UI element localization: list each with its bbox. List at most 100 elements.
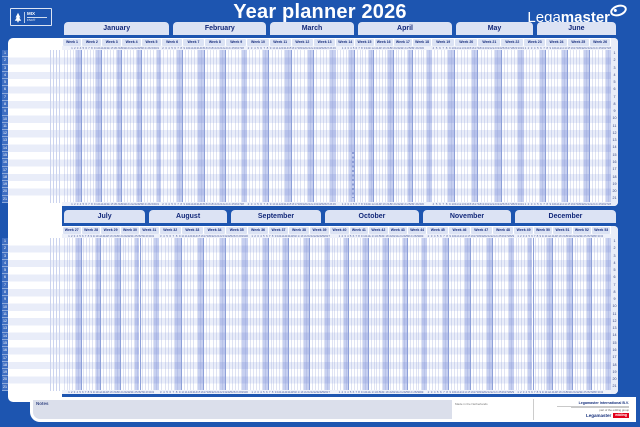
day-column	[186, 50, 190, 202]
day-column	[408, 238, 412, 390]
date-number: 13	[285, 234, 289, 238]
date-number: 26	[322, 202, 327, 206]
date-number: 22	[575, 234, 578, 238]
week-column	[393, 50, 414, 202]
month-tab-july: July	[64, 210, 146, 223]
week-column	[355, 50, 375, 202]
week-column	[246, 50, 270, 202]
date-number: 19	[121, 202, 125, 206]
date-number: 25	[500, 46, 505, 50]
date-number: 28	[591, 390, 595, 394]
date-number: 30	[597, 234, 601, 238]
date-number: 22	[312, 390, 315, 394]
day-column	[112, 238, 116, 390]
date-number: 10	[185, 202, 189, 206]
date-number: 13	[104, 202, 108, 206]
date-number: 16	[470, 390, 474, 394]
day-column	[64, 50, 68, 202]
date-number: 9	[274, 390, 277, 394]
date-number: 29	[415, 390, 419, 394]
date-number: 25	[134, 234, 138, 238]
day-column	[438, 50, 442, 202]
date-number: 11	[98, 202, 102, 206]
row-number: 4	[613, 260, 616, 265]
row-number: 9	[613, 297, 616, 302]
date-number: 27	[144, 46, 148, 50]
week-header: Week 8	[204, 38, 225, 46]
day-column	[511, 50, 515, 202]
week-column	[140, 238, 160, 390]
day-column	[159, 238, 163, 390]
row-number: 5	[2, 267, 8, 275]
date-number: 7	[442, 202, 445, 206]
date-number: 14	[376, 202, 380, 206]
date-number: 31	[151, 234, 154, 238]
row-number: 14	[2, 144, 8, 152]
day-column	[153, 50, 157, 202]
date-number: 12	[558, 202, 562, 206]
date-number: 13	[550, 390, 553, 394]
day-column	[578, 238, 582, 390]
date-number: 12	[371, 46, 375, 50]
day-column	[170, 50, 174, 202]
date-number: 8	[536, 390, 539, 394]
row-number: 11	[612, 311, 617, 316]
dates-strip: 2 3 4 5 6 7 8 9 10 11 12 13 14 15 16 17 18 19 20 21 22 23 24 25…	[426, 234, 514, 238]
date-number: 30	[597, 390, 601, 394]
date-number: 8	[266, 202, 269, 206]
date-number: 15	[379, 46, 383, 50]
date-number: 13	[194, 202, 198, 206]
day-column	[461, 50, 465, 202]
date-number: 22	[398, 202, 402, 206]
day-column	[314, 50, 318, 202]
day-column	[470, 238, 475, 390]
date-number: 16	[382, 46, 386, 50]
date-number: 11	[454, 234, 458, 238]
day-column	[272, 50, 276, 202]
day-column	[481, 50, 485, 202]
date-number: 6	[169, 234, 172, 238]
date-number: 14	[552, 234, 556, 238]
day-column	[544, 238, 548, 390]
date-number: 12	[98, 234, 101, 238]
date-number: 26	[407, 234, 411, 238]
date-number: 15	[379, 202, 383, 206]
date-number: 23	[401, 202, 405, 206]
date-number: 28	[415, 202, 419, 206]
day-column	[275, 50, 279, 202]
date-number: 9	[178, 390, 181, 394]
date-number: 26	[504, 46, 508, 50]
date-number: 27	[237, 202, 241, 206]
day-column	[213, 238, 217, 390]
date-number: 8	[360, 46, 363, 50]
date-number: 21	[309, 234, 313, 238]
date-number: 16	[294, 234, 298, 238]
date-number: 2	[70, 390, 73, 394]
date-number: 13	[100, 390, 104, 394]
date-number: 7	[443, 234, 445, 238]
date-number: 24	[131, 390, 135, 394]
day-column	[522, 238, 526, 390]
day-column	[464, 50, 469, 202]
date-number: 25	[320, 234, 324, 238]
weekend-day-column	[116, 50, 120, 202]
week-header: Week 34	[203, 226, 226, 234]
date-number: 9	[269, 202, 272, 206]
day-column	[107, 50, 111, 202]
date-number: 23	[399, 390, 403, 394]
date-number: 9	[539, 390, 542, 394]
week-header-row: Week 36 Week 37 Week 38 Week 39	[248, 226, 330, 234]
dates-strip: 4 5 6 7 8 9 10 11 12 13 14 15 16 17 18 19 20 21 22 23 24 25 26…	[431, 202, 524, 206]
day-column	[70, 50, 74, 202]
date-number: 13	[374, 46, 377, 50]
weekend-day-column	[371, 50, 374, 202]
day-column	[298, 50, 302, 202]
date-number: 3	[165, 46, 167, 50]
date-number: 3	[344, 234, 346, 238]
weekend-day-column	[427, 50, 430, 202]
date-number: 4	[168, 46, 170, 50]
weekend-day-column	[223, 50, 226, 202]
date-number: 31	[155, 46, 159, 50]
row-number: 5	[613, 80, 616, 85]
